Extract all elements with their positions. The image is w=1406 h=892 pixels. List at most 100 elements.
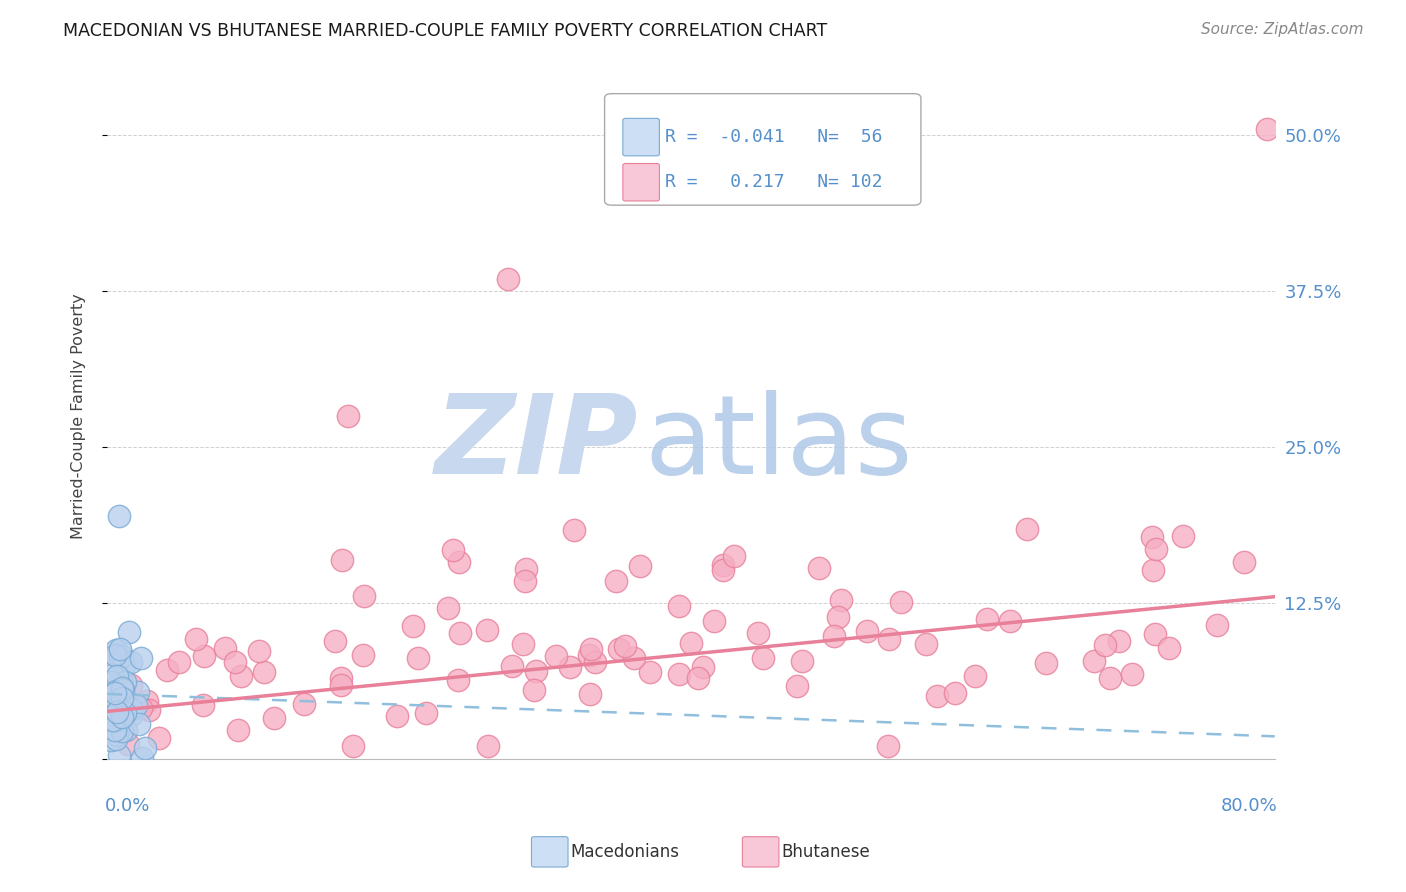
Point [104, 686, 127, 700]
Point [104, 732, 127, 747]
Text: Source: ZipAtlas.com: Source: ZipAtlas.com [1201, 22, 1364, 37]
Point [605, 574, 627, 588]
Point [105, 668, 128, 682]
Point [943, 686, 966, 700]
Point [129, 651, 152, 665]
Point [103, 682, 125, 697]
Point [100, 732, 122, 747]
Point [927, 689, 949, 703]
Point [1233, 555, 1256, 569]
Point [786, 680, 808, 694]
Point [342, 739, 364, 754]
Point [224, 655, 246, 669]
Point [1142, 563, 1164, 577]
Point [963, 668, 986, 682]
Point [686, 671, 709, 685]
Point [104, 642, 127, 657]
Point [125, 698, 148, 712]
Point [329, 671, 352, 685]
Point [638, 665, 661, 679]
Point [711, 562, 734, 576]
Point [101, 705, 124, 719]
Text: R =  -0.041   N=  56: R = -0.041 N= 56 [665, 128, 883, 146]
Point [330, 678, 353, 692]
Point [477, 739, 499, 754]
Point [110, 673, 132, 687]
Point [117, 737, 139, 751]
Point [607, 642, 630, 657]
Point [111, 724, 134, 739]
Point [98, 696, 121, 710]
Point [101, 667, 124, 681]
Point [104, 648, 127, 662]
Point [415, 706, 437, 720]
Point [108, 679, 131, 693]
Point [103, 701, 125, 715]
Point [104, 698, 127, 712]
Point [544, 648, 567, 663]
Point [823, 629, 845, 643]
Point [501, 659, 523, 673]
Text: R =   0.217   N= 102: R = 0.217 N= 102 [665, 173, 883, 191]
Point [808, 561, 831, 575]
Text: 0.0%: 0.0% [104, 797, 150, 814]
Point [131, 701, 153, 715]
Point [579, 687, 602, 701]
Text: MACEDONIAN VS BHUTANESE MARRIED-COUPLE FAMILY POVERTY CORRELATION CHART: MACEDONIAN VS BHUTANESE MARRIED-COUPLE F… [63, 22, 828, 40]
Point [1017, 523, 1039, 537]
Point [1099, 671, 1122, 685]
Point [253, 665, 276, 679]
Point [723, 549, 745, 564]
Point [623, 651, 645, 665]
Point [138, 703, 160, 717]
Point [103, 702, 125, 716]
Point [523, 682, 546, 697]
Point [447, 673, 470, 687]
Point [107, 675, 129, 690]
Point [156, 664, 179, 678]
Point [998, 614, 1021, 628]
Point [668, 667, 690, 681]
Point [101, 714, 124, 728]
Point [114, 692, 136, 706]
Point [105, 728, 128, 742]
Point [184, 632, 207, 646]
Point [877, 739, 900, 754]
Point [107, 748, 129, 763]
Point [127, 685, 149, 699]
Point [120, 707, 142, 722]
Point [112, 683, 135, 698]
Point [692, 660, 714, 674]
Point [352, 648, 374, 663]
Point [103, 680, 125, 694]
Point [385, 709, 408, 723]
Point [114, 723, 136, 738]
Point [402, 618, 425, 632]
Point [98, 705, 121, 719]
Point [105, 676, 128, 690]
Point [112, 658, 135, 673]
Point [336, 409, 359, 423]
Point [191, 698, 214, 713]
Point [679, 635, 702, 649]
Point [498, 271, 520, 285]
Point [105, 684, 128, 698]
Point [292, 697, 315, 711]
Point [107, 698, 129, 713]
Point [1173, 529, 1195, 543]
Point [108, 698, 131, 713]
Point [1144, 542, 1167, 557]
Point [247, 644, 270, 658]
Point [1035, 657, 1057, 671]
Point [915, 637, 938, 651]
Point [560, 660, 582, 674]
Point [703, 614, 725, 628]
Point [1108, 633, 1130, 648]
Point [107, 508, 129, 523]
Y-axis label: Married-Couple Family Poverty: Married-Couple Family Poverty [72, 293, 86, 539]
Point [120, 655, 142, 669]
Point [827, 610, 849, 624]
Point [111, 710, 134, 724]
Point [1143, 627, 1166, 641]
Point [110, 690, 132, 705]
